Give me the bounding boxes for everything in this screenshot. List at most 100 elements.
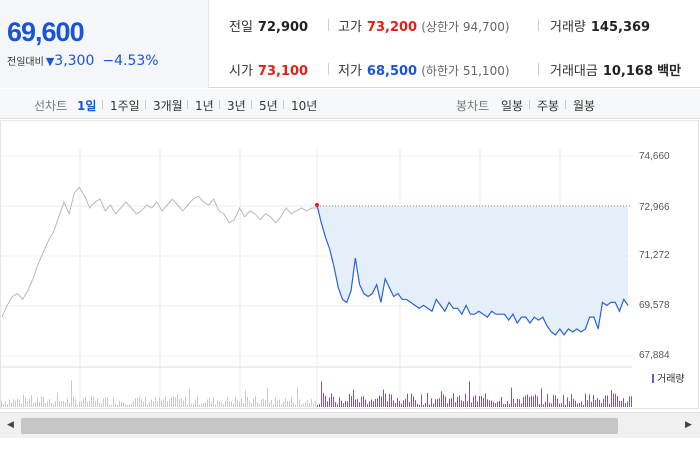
volume-bar <box>403 400 404 407</box>
period-tab-1w[interactable]: 1주일 <box>110 99 140 113</box>
volume-bar <box>601 402 602 407</box>
volume-bar <box>155 396 156 407</box>
open-label: 시가 <box>229 64 253 79</box>
horizontal-scrollbar[interactable]: ◀ ▶ <box>0 412 700 438</box>
volume-bar <box>133 401 134 407</box>
divider <box>538 63 539 75</box>
volume-bar <box>579 402 580 407</box>
candle-tab-daily[interactable]: 일봉 <box>501 99 524 113</box>
volume-bar <box>597 398 598 407</box>
volume-bar <box>517 398 518 407</box>
volume-bar <box>175 397 176 407</box>
period-tab-3m[interactable]: 3개월 <box>153 99 183 113</box>
price-chart[interactable]: 74,660 72,966 71,272 69,578 67,884 거래량 <box>0 120 700 410</box>
volume-bar <box>573 398 574 407</box>
candle-chart-label: 봉차트 <box>456 99 490 113</box>
volume-bar <box>495 403 496 407</box>
volume-bar <box>39 401 40 407</box>
trade-value-unit: 백만 <box>657 64 682 79</box>
volume-bar <box>271 399 272 407</box>
volume-bar <box>275 397 276 407</box>
volume-bar <box>485 393 486 407</box>
chart-canvas <box>0 120 699 409</box>
volume-bar <box>413 396 414 407</box>
volume-bar <box>463 401 464 407</box>
volume-bar <box>451 398 452 407</box>
volume-bar <box>351 396 352 407</box>
volume-bar <box>59 401 60 407</box>
volume-bar <box>109 404 110 407</box>
period-tab-10y[interactable]: 10년 <box>291 99 318 113</box>
volume-bar <box>163 398 164 407</box>
high-stat: 고가 73,200 (상한가 94,700) <box>338 16 510 35</box>
volume-bar <box>273 403 274 407</box>
period-tab-3y[interactable]: 3년 <box>227 99 246 113</box>
low-value: 68,500 <box>366 64 418 79</box>
period-tab-5y[interactable]: 5년 <box>259 99 278 113</box>
volume-bar <box>431 398 432 407</box>
volume-bar <box>363 396 364 407</box>
volume-bar <box>479 395 480 407</box>
period-tab-1d[interactable]: 1일 <box>77 99 97 113</box>
volume-bar <box>113 397 114 407</box>
volume-bar <box>387 401 388 407</box>
divider <box>102 100 103 109</box>
volume-bar <box>421 394 422 407</box>
volume-bar <box>11 402 12 407</box>
divider <box>145 100 146 109</box>
y-tick-label: 69,578 <box>639 300 670 311</box>
low-stat: 저가 68,500 (하한가 51,100) <box>338 60 510 79</box>
volume-bar <box>453 393 454 407</box>
volume-bar <box>327 401 328 407</box>
volume-bar <box>547 393 548 407</box>
volume-bar <box>605 395 606 407</box>
scroll-thumb[interactable] <box>21 418 618 434</box>
volume-bar <box>89 401 90 407</box>
volume-bar <box>539 403 540 407</box>
volume-bar <box>535 394 536 407</box>
volume-bar <box>543 404 544 407</box>
volume-bar <box>553 394 554 407</box>
volume-bar <box>447 403 448 407</box>
volume-bar <box>627 401 628 407</box>
volume-bar <box>533 396 534 407</box>
scroll-right-arrow-icon[interactable]: ▶ <box>685 420 692 430</box>
volume-bar <box>505 403 506 407</box>
volume-bar <box>339 397 340 407</box>
volume-bar <box>221 402 222 407</box>
volume-bar <box>129 404 130 407</box>
volume-bar <box>367 404 368 407</box>
prev-day-price-line <box>1 186 317 318</box>
volume-bar <box>209 397 210 407</box>
volume-bar <box>87 401 88 407</box>
volume-bar <box>277 400 278 407</box>
candle-tab-monthly[interactable]: 월봉 <box>573 99 596 113</box>
scroll-left-arrow-icon[interactable]: ◀ <box>7 420 14 430</box>
volume-bar <box>79 401 80 407</box>
volume-bar <box>371 399 372 407</box>
volume-bar <box>349 393 350 407</box>
volume-bar <box>31 395 32 407</box>
candle-tab-weekly[interactable]: 주봉 <box>537 99 560 113</box>
volume-bar <box>53 404 54 407</box>
volume-bar <box>525 395 526 407</box>
volume-bar <box>291 397 292 407</box>
volume-label: 거래량 <box>550 20 586 35</box>
upper-limit: (상한가 94,700) <box>421 20 510 34</box>
volume-bar <box>433 403 434 407</box>
volume-bar <box>521 403 522 407</box>
volume-bar <box>417 403 418 407</box>
volume-bar <box>203 402 204 407</box>
volume-bar <box>69 402 70 407</box>
volume-bar <box>225 400 226 407</box>
y-tick-label: 67,884 <box>639 350 670 361</box>
period-tab-1y[interactable]: 1년 <box>195 99 214 113</box>
volume-bar <box>313 404 314 407</box>
volume-bar <box>619 400 620 407</box>
current-price: 69,600 <box>7 17 85 47</box>
price-change: 전일대비 ▼3,300 −4.53% <box>7 53 159 69</box>
quote-summary: 69,600 전일대비 ▼3,300 −4.53% 전일 72,900 고가 73,20… <box>0 0 700 88</box>
volume-bar <box>137 398 138 407</box>
volume-bar <box>467 401 468 407</box>
volume-bar <box>115 403 116 407</box>
